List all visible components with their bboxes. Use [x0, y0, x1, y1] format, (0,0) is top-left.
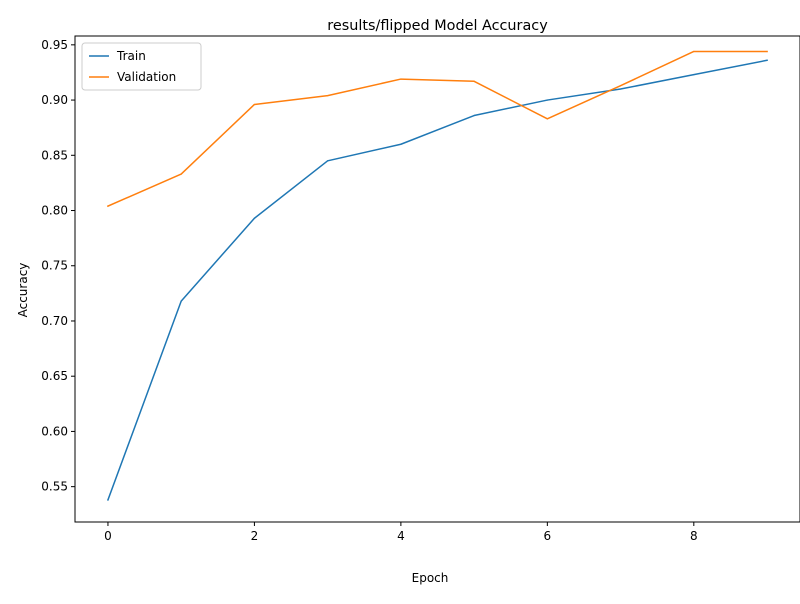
y-axis: 0.55 0.60 0.65 0.70 0.75 0.80 0.85 0.90 0.95 [41, 38, 75, 494]
series-layer [106, 50, 768, 501]
y-tick-label: 0.95 [41, 38, 68, 52]
data-point-train [693, 74, 695, 76]
data-point-validation [253, 103, 256, 106]
data-point-validation [546, 118, 548, 120]
y-tick-label: 0.60 [41, 424, 68, 438]
data-point-validation [327, 95, 329, 97]
chart-title: results/flipped Model Accuracy [327, 18, 548, 34]
series-line-validation [106, 50, 768, 208]
legend: Train Validation [81, 42, 202, 91]
legend-label-validation: Validation [117, 70, 176, 84]
y-tick-label: 0.90 [41, 93, 68, 107]
x-tick-label: 2 [251, 529, 259, 543]
data-point-validation [400, 78, 402, 80]
data-point-train [619, 88, 622, 90]
data-point-validation [107, 205, 109, 207]
y-tick-label: 0.70 [41, 314, 68, 328]
y-tick-label: 0.65 [41, 369, 68, 383]
data-point-train [327, 160, 329, 162]
y-tick-label: 0.75 [41, 259, 68, 273]
data-point-validation [766, 50, 768, 53]
plot-frame [74, 35, 800, 523]
x-tick-label: 4 [397, 529, 405, 543]
legend-entries: Train Validation [89, 49, 176, 84]
data-point-train [473, 114, 475, 117]
data-point-validation [619, 85, 622, 87]
series-line-train [106, 59, 768, 501]
data-point-validation [180, 173, 182, 175]
data-point-train [253, 217, 256, 219]
y-tick-label: 0.80 [41, 204, 68, 218]
y-tick-label: 0.55 [41, 480, 68, 494]
legend-label-train: Train [116, 49, 146, 63]
data-point-train [400, 143, 402, 145]
data-point-train [546, 99, 548, 101]
data-point-validation [473, 80, 475, 82]
x-tick-label: 0 [104, 529, 112, 543]
plot-area [74, 35, 800, 523]
y-axis-label: Accuracy [16, 263, 30, 318]
data-point-train [180, 300, 182, 302]
data-point-validation [693, 50, 695, 53]
x-axis: 0 2 4 6 8 [104, 522, 698, 543]
x-tick-label: 6 [544, 529, 552, 543]
y-tick-label: 0.85 [41, 148, 68, 162]
legend-box [81, 42, 202, 91]
x-axis-label: Epoch [412, 571, 449, 585]
data-point-train [766, 59, 768, 61]
x-tick-label: 8 [690, 529, 698, 543]
data-point-train [107, 499, 109, 501]
